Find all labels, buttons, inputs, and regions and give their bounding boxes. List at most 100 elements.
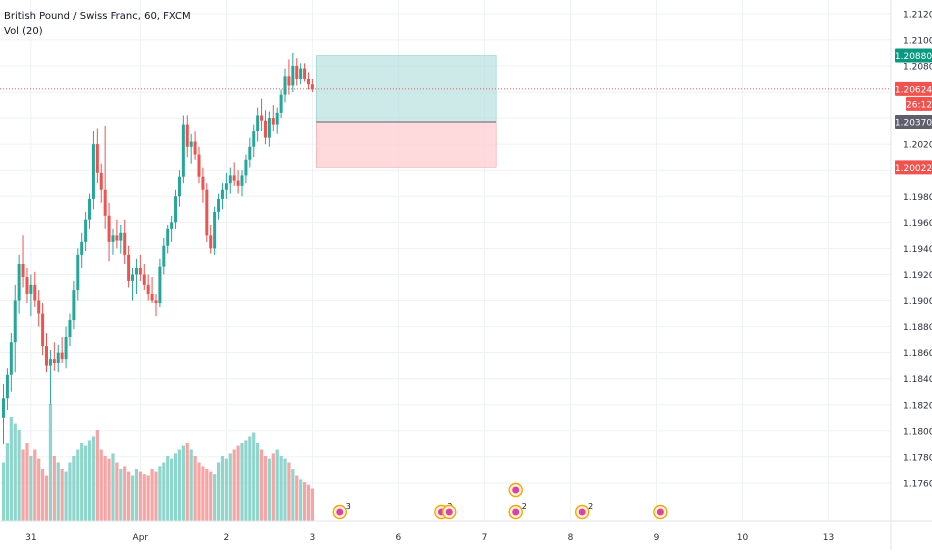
price-tick-label: 1.17600 [903, 479, 932, 489]
volume-bar [134, 469, 139, 521]
candle-body [267, 118, 271, 138]
candle-body [150, 293, 154, 301]
volume-bar [220, 456, 225, 521]
price-tick-label: 1.17800 [903, 453, 932, 463]
price-label-box [895, 160, 932, 175]
time-tick-label: 7 [482, 533, 488, 543]
price-tick-label: 1.20800 [903, 62, 932, 72]
price-tick-label: 1.19800 [903, 193, 932, 203]
volume-bar [25, 443, 29, 521]
candle-body [17, 264, 21, 301]
candle-body [228, 175, 232, 184]
countdown-box [906, 96, 932, 111]
candle-body [310, 84, 314, 90]
candle-body [2, 398, 5, 418]
time-axis[interactable]: 31 Apr 2 3 6 7 8 9 10 13 [25, 533, 834, 543]
candle-body [33, 284, 37, 301]
volume-indicator-label[interactable]: Vol (20) [4, 26, 43, 37]
candle-body [119, 232, 123, 241]
candle-body [306, 78, 310, 85]
candle-body [287, 76, 291, 86]
price-label-box [895, 48, 932, 63]
candle-body [299, 68, 303, 79]
volume-bar [166, 456, 170, 521]
volume-bar [29, 456, 33, 521]
price-label-text: 1.20880 [895, 52, 932, 62]
volume-bar [9, 417, 13, 521]
volume-bar [189, 449, 193, 521]
event-flag-icon [578, 508, 586, 516]
volume-bar [236, 445, 240, 521]
volume-bar [123, 466, 127, 521]
price-tick-label: 1.19000 [903, 297, 932, 307]
time-tick-label: 8 [568, 533, 574, 543]
volume-bar [103, 456, 107, 521]
candle-body [232, 175, 236, 181]
volume-bar [299, 479, 303, 521]
candle-body [115, 235, 119, 241]
candle-body [138, 267, 142, 275]
candle-body [103, 189, 107, 216]
volume-bar [283, 458, 287, 521]
candle-body [263, 120, 267, 138]
candle-body [279, 94, 283, 113]
long-position-tool[interactable] [316, 55, 497, 168]
chart-title[interactable]: British Pound / Swiss Franc, 60, FXCM [4, 11, 191, 22]
volume-bar [295, 475, 299, 521]
candle-body [236, 180, 240, 186]
candle-body [88, 198, 92, 220]
volume-bar [252, 432, 256, 521]
economic-events[interactable]: 3222 [332, 482, 668, 520]
price-tick-label: 1.21000 [903, 36, 932, 46]
candle-body [185, 124, 189, 147]
candle-body [107, 215, 111, 242]
candle-body [158, 266, 162, 304]
volume-bar [60, 469, 64, 521]
candle-body [21, 264, 25, 278]
position-loss-zone [316, 121, 497, 168]
candle-body [193, 141, 197, 155]
volume-bar [267, 458, 271, 521]
volume-bar [99, 449, 103, 521]
volume-bar [5, 443, 10, 521]
candle-body [252, 131, 256, 147]
volume-bar [279, 456, 283, 521]
candle-body [303, 68, 307, 79]
volume-bar [115, 462, 119, 521]
volume-bar [205, 469, 209, 521]
candle-body [76, 254, 80, 291]
time-tick-label: 9 [654, 533, 660, 543]
volume-bar [209, 471, 213, 521]
candle-body [84, 219, 88, 242]
event-flag-icon [336, 508, 344, 516]
volume-bar [142, 474, 146, 521]
candle-body [177, 176, 181, 197]
volume-bar [80, 443, 84, 521]
volume-bar [48, 404, 53, 521]
price-label-box [895, 114, 932, 129]
volume-bar [1, 462, 6, 521]
candle-body [248, 146, 252, 160]
candle-body [170, 222, 174, 229]
price-tick-label: 1.18800 [903, 323, 932, 333]
volume-bar [56, 462, 60, 521]
volume-bar [146, 475, 150, 521]
candle-body [146, 284, 150, 294]
volume-bar [310, 488, 314, 521]
candle-body [154, 300, 158, 304]
volume-bar [291, 469, 295, 521]
event-count-badge: 3 [346, 502, 351, 511]
candle-body [60, 352, 64, 360]
volume-bar [68, 462, 72, 521]
candle-body [99, 172, 103, 190]
candle-body [5, 374, 9, 399]
volume-bar [111, 453, 115, 521]
event-count-badge: 2 [522, 502, 527, 511]
price-tick-label: 1.18200 [903, 401, 932, 411]
candle-body [48, 359, 52, 366]
volume-bar [201, 466, 205, 521]
candle-body [64, 336, 68, 360]
candle-body [56, 352, 60, 364]
